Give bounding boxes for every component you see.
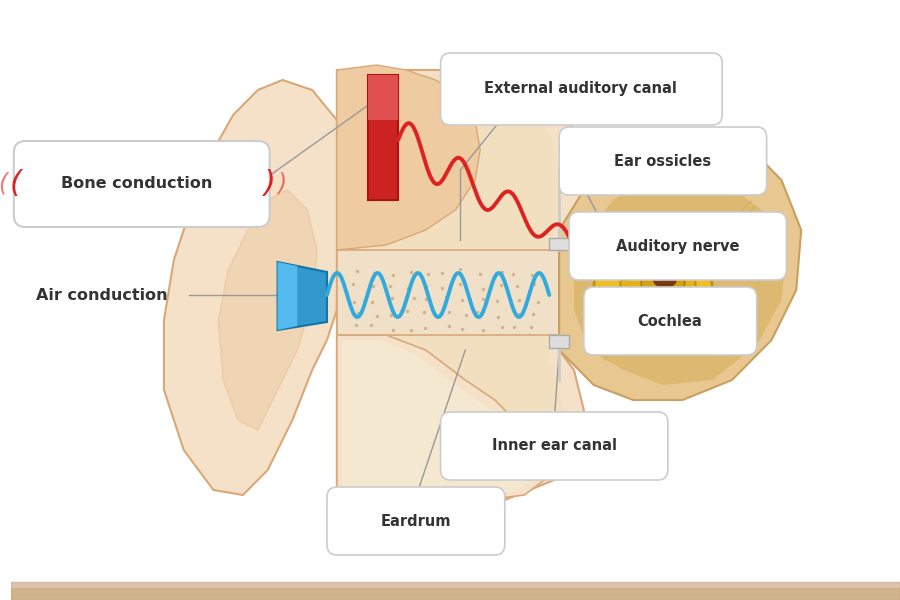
Text: External auditory canal: External auditory canal	[484, 82, 678, 97]
Polygon shape	[549, 335, 569, 348]
Polygon shape	[653, 272, 677, 288]
Polygon shape	[277, 262, 327, 330]
FancyBboxPatch shape	[584, 287, 757, 355]
Circle shape	[620, 247, 696, 323]
Polygon shape	[277, 262, 297, 330]
Circle shape	[597, 222, 617, 242]
Circle shape	[624, 250, 644, 270]
Polygon shape	[337, 250, 559, 335]
FancyBboxPatch shape	[327, 487, 505, 555]
FancyBboxPatch shape	[559, 127, 767, 195]
Polygon shape	[337, 65, 480, 250]
Polygon shape	[342, 75, 564, 495]
Polygon shape	[574, 170, 787, 385]
FancyBboxPatch shape	[441, 412, 668, 480]
Polygon shape	[219, 190, 317, 430]
FancyBboxPatch shape	[569, 212, 787, 280]
Text: Eardrum: Eardrum	[381, 514, 451, 529]
Polygon shape	[164, 80, 356, 495]
Text: Cochlea: Cochlea	[637, 313, 702, 329]
Circle shape	[594, 230, 712, 350]
Polygon shape	[337, 70, 584, 500]
Circle shape	[641, 260, 685, 304]
Polygon shape	[337, 335, 544, 500]
Text: (: (	[10, 169, 22, 199]
Text: ): )	[264, 169, 275, 199]
Text: Ear ossicles: Ear ossicles	[615, 154, 711, 169]
FancyBboxPatch shape	[441, 53, 722, 125]
Polygon shape	[549, 238, 569, 250]
Polygon shape	[368, 75, 398, 200]
Text: Inner ear canal: Inner ear canal	[491, 439, 616, 454]
Polygon shape	[342, 340, 533, 495]
FancyBboxPatch shape	[14, 141, 270, 227]
Text: Air conduction: Air conduction	[35, 287, 167, 302]
Polygon shape	[559, 135, 801, 400]
Text: (: (	[0, 172, 7, 196]
Text: ): )	[278, 172, 287, 196]
Polygon shape	[368, 75, 398, 120]
Text: Auditory nerve: Auditory nerve	[616, 238, 740, 253]
Text: Bone conduction: Bone conduction	[60, 176, 212, 191]
Circle shape	[586, 217, 621, 253]
